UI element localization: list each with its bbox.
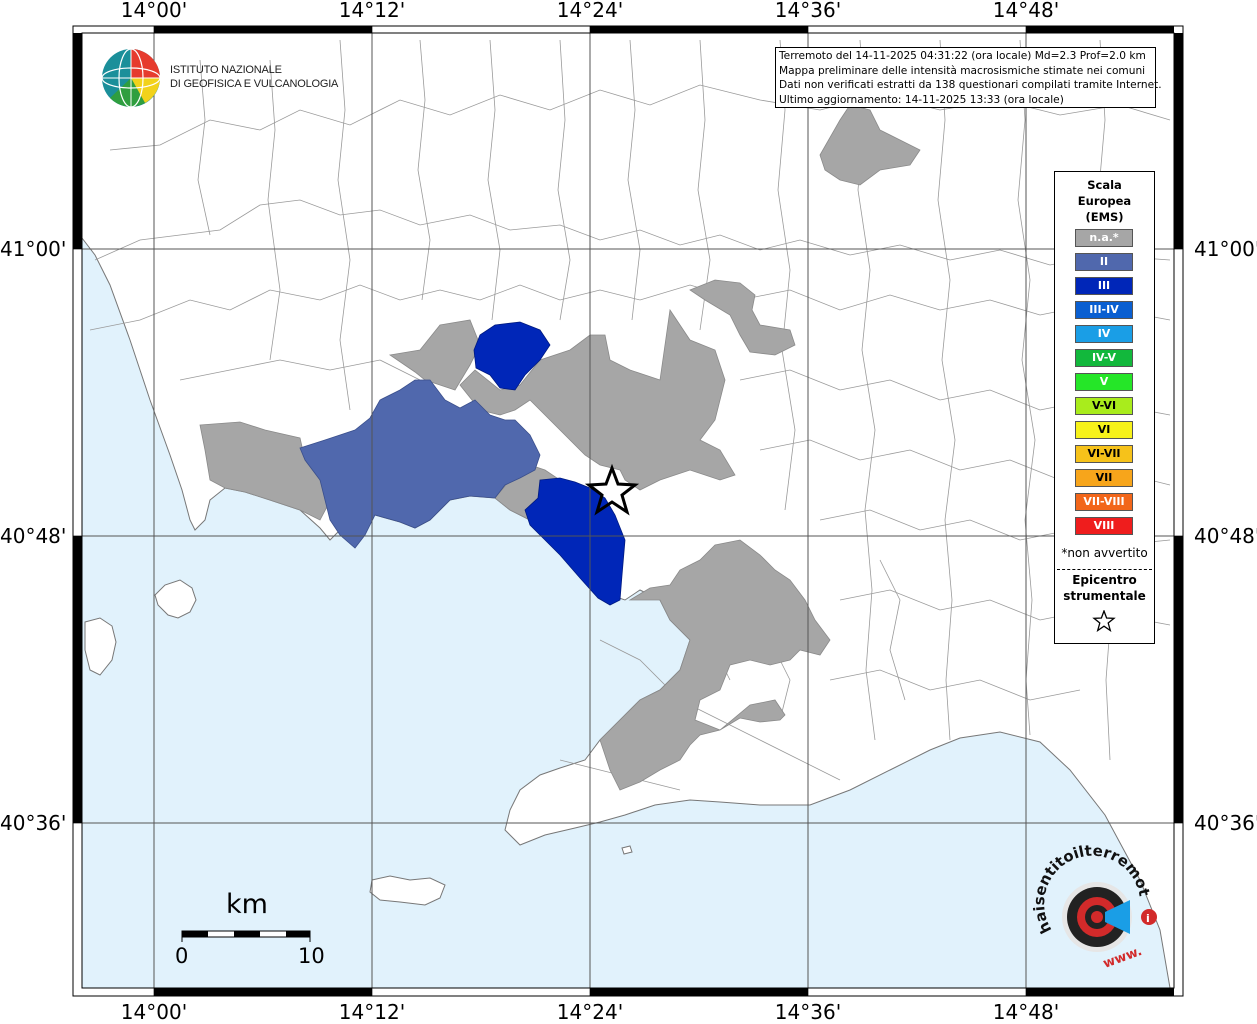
event-info-line3: Dati non verificati estratti da 138 ques… xyxy=(779,79,1162,92)
scale-bar-title: km xyxy=(226,889,268,920)
legend-swatch: VI-VII xyxy=(1075,445,1133,463)
lat-tick-right-1: 41°00' xyxy=(1194,237,1257,261)
lat-tick-left-2: 40°48' xyxy=(0,524,67,548)
legend-swatch: n.a.* xyxy=(1075,229,1133,247)
event-info-line4: Ultimo aggiornamento: 14-11-2025 13:33 (… xyxy=(779,93,1064,106)
legend-title: Scala Europea (EMS) xyxy=(1055,177,1154,225)
legend-epicenter-line2: strumentale xyxy=(1063,589,1146,603)
lon-tick-top-1: 14°00' xyxy=(120,0,188,22)
lon-tick-top-5: 14°48' xyxy=(992,0,1060,22)
lat-tick-left-1: 41°00' xyxy=(0,237,67,261)
legend-title-line2: Europea xyxy=(1077,194,1132,208)
legend-swatch: III xyxy=(1075,277,1133,295)
island-ischia xyxy=(154,579,197,619)
legend-epicenter: Epicentro strumentale xyxy=(1055,572,1154,604)
scale-bar xyxy=(181,930,311,942)
legend-epicenter-line1: Epicentro xyxy=(1072,573,1137,587)
lon-tick-bottom-3: 14°24' xyxy=(556,1000,624,1024)
legend-title-line1: Scala xyxy=(1087,178,1122,192)
legend-swatch: VII xyxy=(1075,469,1133,487)
legend-swatch: II xyxy=(1075,253,1133,271)
scale-bar-start: 0 xyxy=(175,944,189,968)
lon-tick-bottom-1: 14°00' xyxy=(120,1000,188,1024)
intensity-legend: Scala Europea (EMS) n.a.* II III III-IV IV IV… xyxy=(1054,171,1155,644)
ingv-name-line2: DI GEOFISICA E VULCANOLOGIA xyxy=(170,78,339,90)
event-info-line1: Terremoto del 14-11-2025 04:31:22 (ora l… xyxy=(779,50,1146,62)
lat-tick-left-3: 40°36' xyxy=(0,811,67,835)
legend-swatch: III-IV xyxy=(1075,301,1133,319)
lat-tick-right-3: 40°36' xyxy=(1194,811,1257,835)
ingv-logo xyxy=(101,48,161,108)
islet-misc xyxy=(621,845,633,855)
lon-tick-bottom-4: 14°36' xyxy=(774,1000,842,1024)
event-info-line2: Mappa preliminare delle intensità macros… xyxy=(779,64,1146,77)
legend-swatch: VIII xyxy=(1075,517,1133,535)
legend-separator xyxy=(1057,569,1152,570)
island-capri xyxy=(369,875,446,906)
island-procida xyxy=(84,617,117,676)
graticule xyxy=(73,26,1183,996)
event-info-box: Terremoto del 14-11-2025 04:31:22 (ora l… xyxy=(775,47,1162,108)
legend-title-line3: (EMS) xyxy=(1085,210,1124,224)
legend-swatch: VI xyxy=(1075,421,1133,439)
lat-tick-right-2: 40°48' xyxy=(1194,524,1257,548)
legend-swatch: IV-V xyxy=(1075,349,1133,367)
intensity-na-areas xyxy=(199,104,921,791)
map-frame xyxy=(72,25,1184,997)
legend-swatch: V xyxy=(1075,373,1133,391)
lon-tick-bottom-2: 14°12' xyxy=(338,1000,406,1024)
epicenter-star xyxy=(584,463,640,516)
lon-tick-bottom-5: 14°48' xyxy=(992,1000,1060,1024)
ingv-name: ISTITUTO NAZIONALE DI GEOFISICA E VULCAN… xyxy=(170,63,338,91)
svg-text:i: i xyxy=(1146,912,1150,925)
legend-swatch: IV xyxy=(1075,325,1133,343)
ingv-name-line1: ISTITUTO NAZIONALE xyxy=(170,64,282,76)
lon-tick-top-4: 14°36' xyxy=(774,0,842,22)
legend-swatch: V-VI xyxy=(1075,397,1133,415)
scale-bar-end: 10 xyxy=(298,944,325,968)
lon-tick-top-3: 14°24' xyxy=(556,0,624,22)
legend-swatch: VII-VIII xyxy=(1075,493,1133,511)
legend-note: *non avvertito xyxy=(1061,546,1148,560)
legend-star-icon xyxy=(1092,610,1116,632)
lon-tick-top-2: 14°12' xyxy=(338,0,406,22)
intensity-ii-area xyxy=(299,379,541,549)
